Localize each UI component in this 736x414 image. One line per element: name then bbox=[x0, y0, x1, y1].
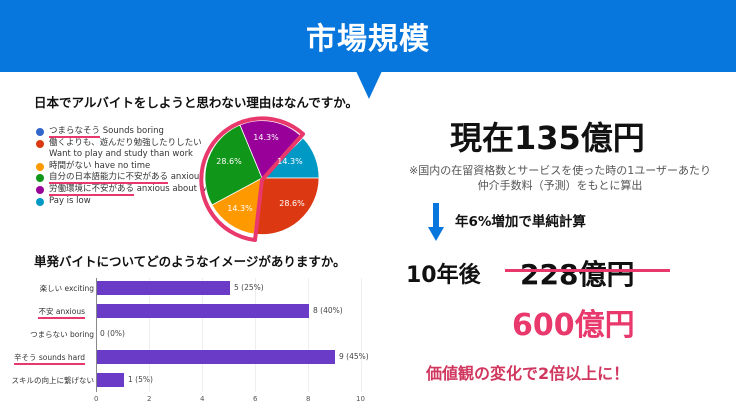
legend-dot-icon bbox=[36, 174, 44, 183]
bar-value: 5 (25%) bbox=[234, 283, 264, 292]
legend-item: 働くよりも、遊んだり勉強したりしたい Want to play and study… bbox=[36, 138, 294, 161]
bar bbox=[97, 350, 335, 364]
gridline bbox=[308, 278, 309, 392]
legend-dot-icon bbox=[36, 128, 44, 136]
x-tick: 4 bbox=[200, 395, 205, 403]
bar-label: 不安 anxious bbox=[38, 306, 85, 319]
legend-dot-icon bbox=[36, 139, 44, 148]
bar bbox=[97, 281, 230, 295]
conclusion-text: 価値観の変化で2倍以上に！ bbox=[426, 364, 630, 383]
legend-dot-icon bbox=[36, 185, 44, 194]
pie-question: 日本でアルバイトをしようと思わない理由はなんですか。 bbox=[34, 95, 359, 110]
bar bbox=[97, 304, 309, 318]
bar-value: 1 (5%) bbox=[128, 375, 153, 384]
bar-value: 0 (0%) bbox=[100, 329, 125, 338]
bar-question: 単発バイトについてどのようなイメージがありますか。 bbox=[34, 254, 346, 269]
pie-label: 28.6% bbox=[279, 199, 305, 208]
bar-value: 8 (40%) bbox=[313, 306, 343, 315]
gridline bbox=[149, 278, 150, 392]
header-banner: 市場規模 bbox=[0, 0, 736, 72]
gridline bbox=[255, 278, 256, 392]
bar-value: 9 (45%) bbox=[339, 352, 369, 361]
pie-label: 28.6% bbox=[216, 157, 242, 166]
bar bbox=[97, 373, 124, 387]
bar-label: 辛そう sounds hard bbox=[13, 352, 85, 365]
pie-label: 14.3% bbox=[227, 204, 253, 213]
x-tick: 8 bbox=[306, 395, 311, 403]
pie-label: 14.3% bbox=[277, 157, 303, 166]
bar-label: 楽しい exciting bbox=[39, 284, 94, 293]
legend-dot-icon bbox=[36, 197, 44, 206]
legend-dot-icon bbox=[36, 162, 44, 171]
pie-chart: 14.3% 28.6% 14.3% 28.6% 14.3% bbox=[199, 116, 320, 242]
new-forecast: 600億円 bbox=[512, 308, 635, 343]
y-axis bbox=[96, 278, 97, 392]
gridline bbox=[361, 278, 362, 392]
old-forecast: 228億円 bbox=[520, 258, 635, 291]
legend-item: つまらなそう Sounds boring bbox=[36, 126, 294, 138]
arrow-down-icon bbox=[428, 203, 444, 241]
strikethrough-line bbox=[505, 269, 670, 272]
gridline bbox=[202, 278, 203, 392]
x-tick: 2 bbox=[147, 395, 152, 403]
legend-item: 時間がない have no time bbox=[36, 161, 294, 173]
bar-label: つまらない boring bbox=[30, 330, 94, 339]
x-tick: 10 bbox=[356, 395, 365, 403]
x-tick: 6 bbox=[253, 395, 258, 403]
calc-note: ※国内の在留資格数とサービスを使った時の1ユーザーあたり 仲介手数料（予測）をも… bbox=[409, 164, 711, 192]
banner-pointer bbox=[356, 71, 382, 99]
bar-label: スキルの向上に繋げない bbox=[11, 376, 95, 385]
legend-item: Pay is low bbox=[36, 196, 294, 208]
ten-years-label: 10年後 bbox=[406, 263, 481, 288]
growth-rate: 年6%増加で単純計算 bbox=[455, 214, 586, 230]
x-tick: 0 bbox=[94, 395, 99, 403]
page-title: 市場規模 bbox=[306, 22, 430, 57]
current-market-size: 現在135億円 bbox=[450, 119, 645, 157]
pie-label: 14.3% bbox=[253, 133, 279, 142]
